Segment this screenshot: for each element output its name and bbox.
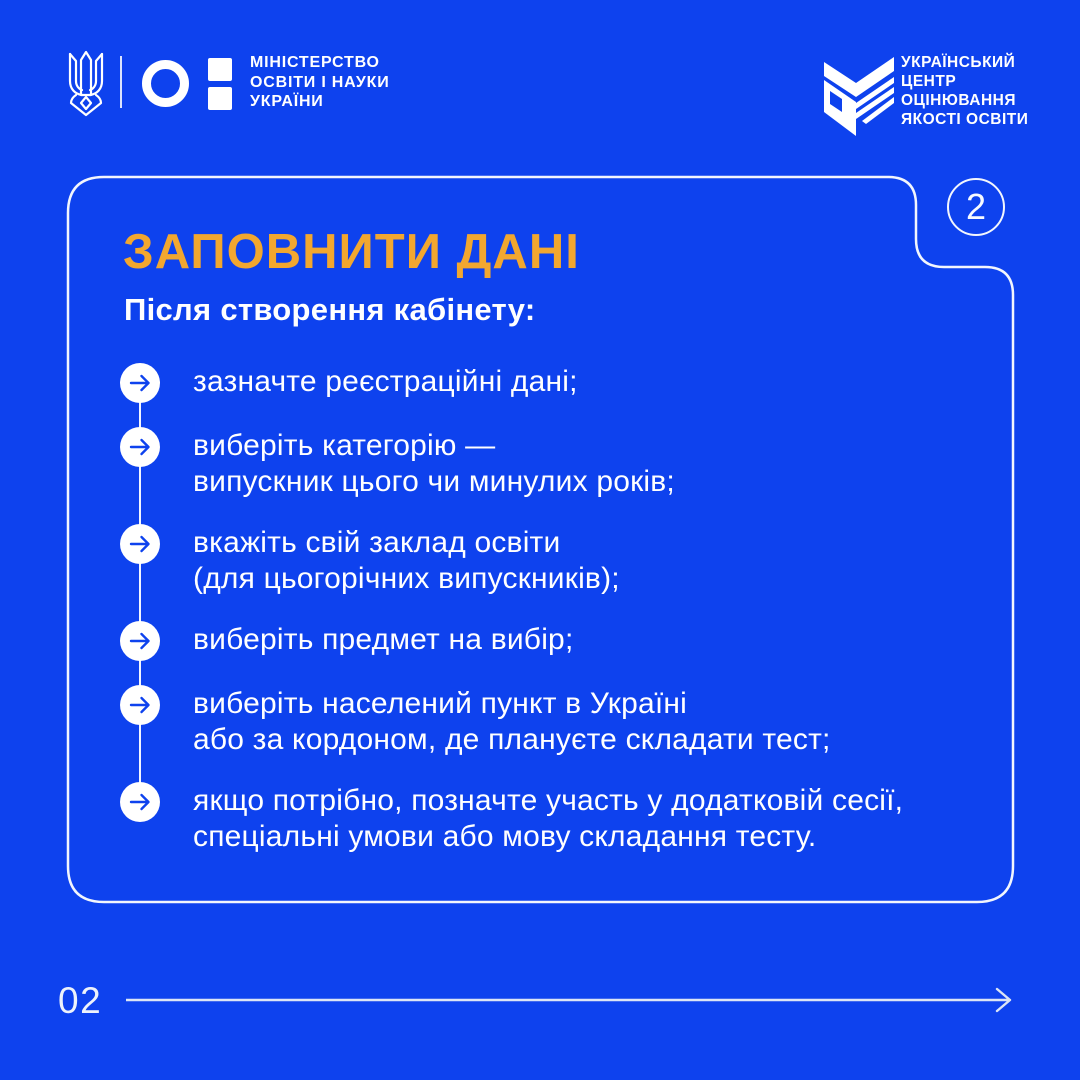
list-item: виберіть категорію — випускник цього чи … [120, 427, 970, 500]
arrow-right-circle-icon [120, 524, 160, 564]
step-item-text: зазначте реєстраційні дані; [193, 365, 578, 398]
arrow-right-circle-icon [120, 427, 160, 467]
long-arrow-right-icon [126, 987, 1012, 1013]
step-number-badge: 2 [947, 178, 1005, 236]
ring-colon-logo-icon [208, 87, 232, 110]
card-title: ЗАПОВНИТИ ДАНІ [123, 225, 580, 279]
ring-colon-logo-icon [142, 60, 189, 107]
assessment-center-logo-text: УКРАЇНСЬКИЙ ЦЕНТР ОЦІНЮВАННЯ ЯКОСТІ ОСВІ… [901, 54, 1029, 128]
list-item: зазначте реєстраційні дані; [120, 363, 970, 403]
arrow-right-circle-icon [120, 782, 160, 822]
arrow-right-circle-icon [120, 621, 160, 661]
ministry-logo-text: МІНІСТЕРСТВО ОСВІТИ І НАУКИ УКРАЇНИ [250, 54, 390, 110]
list-item: виберіть предмет на вибір; [120, 621, 970, 661]
list-item: вкажіть свій заклад освіти (для цьогоріч… [120, 524, 970, 597]
trident-icon [68, 50, 104, 117]
arrow-right-circle-icon [120, 363, 160, 403]
step-connector-line [139, 383, 141, 799]
step-item-text: виберіть населений пункт в Україні або з… [193, 687, 831, 756]
list-item: якщо потрібно, позначте участь у додатко… [120, 782, 970, 855]
ring-colon-logo-icon [208, 58, 232, 81]
open-book-stripes-icon [824, 57, 894, 136]
steps-list: зазначте реєстраційні дані; виберіть кат… [120, 363, 970, 855]
step-item-text: виберіть предмет на вибір; [193, 623, 574, 656]
page-number: 02 [58, 980, 103, 1021]
list-item: виберіть населений пункт в Україні або з… [120, 685, 970, 758]
card-subtitle: Після створення кабінету: [124, 292, 536, 327]
step-item-text: якщо потрібно, позначте участь у додатко… [193, 784, 904, 853]
step-item-text: вкажіть свій заклад освіти (для цьогоріч… [193, 526, 620, 595]
step-item-text: виберіть категорію — випускник цього чи … [193, 429, 675, 498]
header-divider [120, 56, 122, 108]
arrow-right-circle-icon [120, 685, 160, 725]
